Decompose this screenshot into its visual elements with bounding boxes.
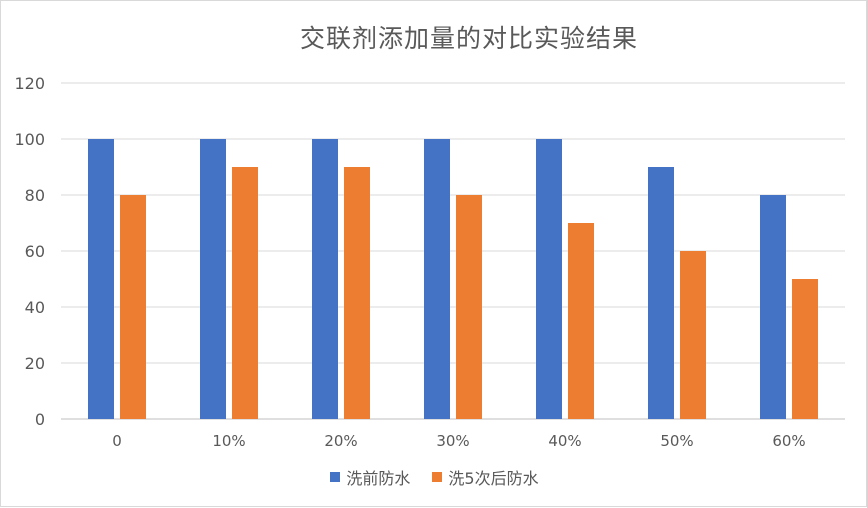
bar-series1-1 [88,139,114,419]
bar-series1-6 [648,167,674,419]
y-tick-label: 0 [35,410,45,429]
bar-series2-1 [120,195,146,419]
y-tick-label: 40 [25,298,45,317]
bar-series1-5 [536,139,562,419]
bar-series1-3 [312,139,338,419]
y-tick-label: 20 [25,354,45,373]
legend-label: 洗5次后防水 [448,469,539,488]
bar-series1-2 [200,139,226,419]
x-tick-label: 0 [112,432,122,450]
x-tick-label: 10% [212,432,245,450]
bar-series2-5 [568,223,594,419]
bar-series2-7 [792,279,818,419]
bar-series2-2 [232,167,258,419]
x-tick-label: 50% [660,432,693,450]
y-tick-label: 60 [25,242,45,261]
x-tick-label: 60% [772,432,805,450]
x-tick-label: 40% [548,432,581,450]
bar-series2-3 [344,167,370,419]
bar-series2-4 [456,195,482,419]
legend-swatch [432,472,443,482]
legend-item-series1: 洗前防水 [330,465,410,489]
legend-label: 洗前防水 [346,469,411,488]
bar-series2-6 [680,251,706,419]
bar-series1-4 [424,139,450,419]
y-tick-label: 80 [25,186,45,205]
legend: 洗前防水 洗5次后防水 [1,465,867,489]
y-tick-label: 100 [14,130,45,149]
chart-title: 交联剂添加量的对比实验结果 [299,24,638,53]
y-tick-label: 120 [14,74,45,93]
x-tick-label: 30% [436,432,469,450]
legend-item-series2: 洗5次后防水 [432,465,539,489]
bar-series1-7 [760,195,786,419]
legend-swatch [330,472,341,482]
x-tick-label: 20% [324,432,357,450]
